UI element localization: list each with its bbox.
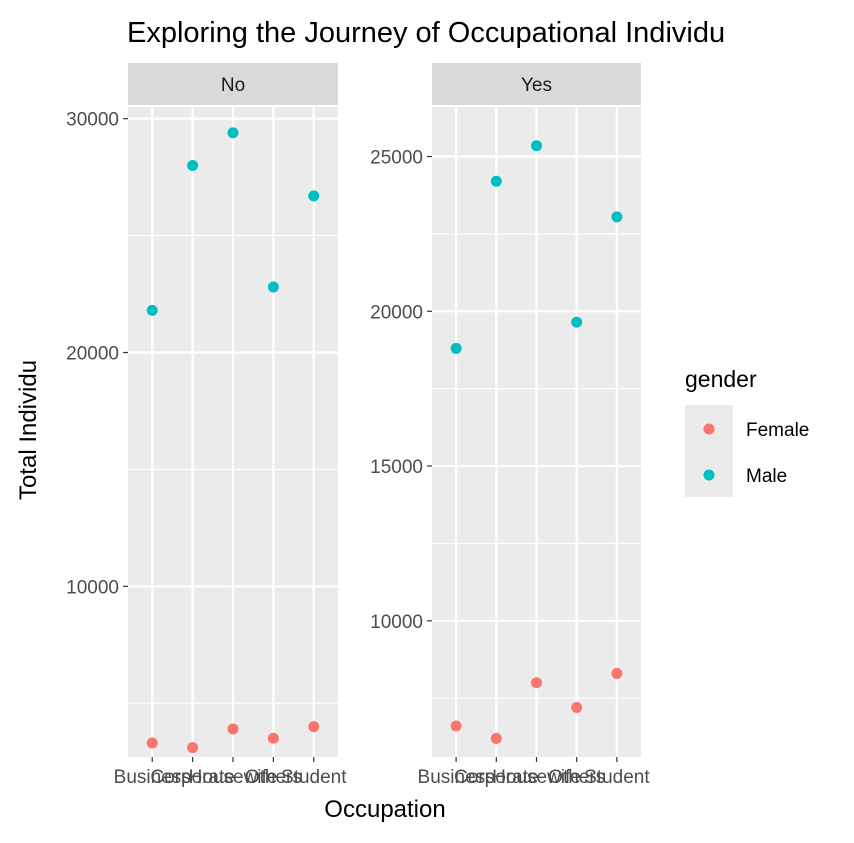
data-point-female <box>571 701 583 713</box>
data-point-male <box>146 304 158 316</box>
data-point-male <box>308 190 320 202</box>
data-point-male <box>571 316 583 328</box>
x-tick-label: Housewife <box>189 767 278 788</box>
chart-title: Exploring the Journey of Occupational In… <box>127 17 725 49</box>
x-tick-label: Student <box>584 767 650 788</box>
panel-yes: Yes 10000 15000 20000 25000 BusinessCorporate… <box>370 63 650 788</box>
data-point-male <box>490 175 502 187</box>
data-point-male <box>450 342 462 354</box>
data-point-female <box>490 732 502 744</box>
y-tick-label: 25000 <box>370 148 423 169</box>
data-point-female <box>187 742 199 754</box>
x-tick-label: Business <box>114 767 191 788</box>
x-tick-label: Others <box>548 767 605 788</box>
panels: No100002000030000BusinessCorporateHousew… <box>66 63 650 788</box>
x-tick-label: Housewife <box>492 767 581 788</box>
x-tick-label: Business <box>418 767 495 788</box>
legend-key-male <box>703 469 715 481</box>
facet-strip-label: Yes <box>521 75 552 96</box>
y-tick-label: 20000 <box>370 302 423 323</box>
x-tick-label: Others <box>245 767 302 788</box>
data-point-female <box>146 737 158 749</box>
legend-key-female <box>703 423 715 435</box>
y-tick-label: 15000 <box>370 457 423 478</box>
data-point-male <box>187 159 199 171</box>
y-tick-label: 10000 <box>66 577 119 598</box>
y-tick-label: 20000 <box>66 344 119 365</box>
data-point-male <box>227 127 239 139</box>
y-axis-title: Total Individu <box>15 360 42 500</box>
data-point-female <box>531 677 542 689</box>
data-point-male <box>267 281 279 293</box>
legend-entries: Female Male <box>703 420 809 487</box>
legend-label-male: Male <box>746 466 787 487</box>
x-axis-title: Occupation <box>324 796 445 823</box>
x-tick-label: Corporate <box>150 767 235 788</box>
x-tick-label: Student <box>281 767 347 788</box>
legend-key-background <box>685 405 733 497</box>
facet-strip <box>432 63 641 105</box>
data-point-female <box>611 667 623 679</box>
y-tick-label: 30000 <box>66 110 119 131</box>
facet-strip <box>128 63 338 105</box>
data-point-male <box>611 211 623 223</box>
data-point-male <box>531 140 542 152</box>
facet-strip-label: No <box>221 75 245 96</box>
legend-label-female: Female <box>746 420 809 441</box>
data-point-female <box>308 721 320 733</box>
data-point-female <box>227 723 239 735</box>
panel-no: No 10000 20000 30000 BusinessCorporateHousew… <box>66 63 347 788</box>
y-tick-label: 10000 <box>370 612 423 633</box>
legend: gender Female Male <box>685 366 809 497</box>
legend-title: gender <box>685 366 757 392</box>
x-tick-label: Corporate <box>454 767 539 788</box>
data-point-female <box>267 732 279 744</box>
data-point-female <box>450 720 462 732</box>
